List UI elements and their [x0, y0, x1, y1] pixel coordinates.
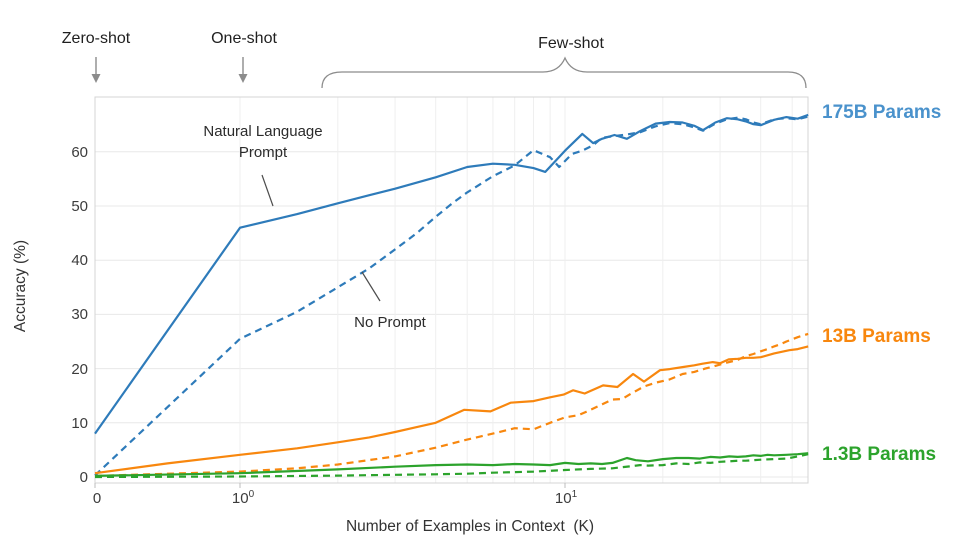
line-13b-natural-language-prompt	[94, 345, 809, 475]
y-tick-30: 30	[71, 306, 88, 324]
few-shot-label: Few-shot	[538, 35, 604, 52]
data-curves	[94, 113, 809, 479]
x-tick-1: 100	[231, 489, 255, 507]
y-tick-50: 50	[71, 198, 88, 215]
no-prompt-leader-line	[361, 271, 381, 302]
x-axis-tick-marks	[94, 483, 566, 488]
series-label-175b: 175B Params	[822, 102, 942, 123]
line-175b-no-prompt	[94, 115, 809, 477]
line-175b-natural-language-prompt	[94, 113, 809, 435]
x-tick-0: 0	[92, 490, 102, 507]
line-1.3b-no-prompt	[94, 453, 809, 479]
no-prompt-label: No Prompt	[354, 314, 426, 331]
natural-language-prompt-leader-line	[261, 174, 274, 207]
x-axis-title: Number of Examples in Context (K)	[345, 518, 595, 535]
zero-shot-label: Zero-shot	[61, 30, 131, 47]
x-tick-10: 101	[554, 489, 578, 507]
y-tick-40: 40	[71, 252, 88, 270]
y-tick-0: 0	[79, 469, 88, 486]
y-axis-title: Accuracy (%)	[12, 239, 29, 333]
line-1.3b-natural-language-prompt	[94, 452, 809, 477]
series-label-1-3b: 1.3B Params	[822, 444, 937, 465]
few-shot-brace	[321, 56, 807, 89]
gridlines	[95, 97, 808, 483]
y-tick-20: 20	[71, 360, 88, 378]
series-label-13b: 13B Params	[822, 326, 931, 347]
one-shot-arrow-icon	[238, 57, 248, 83]
zero-shot-arrow-icon	[91, 57, 101, 83]
plot-border	[94, 96, 809, 484]
one-shot-label: One-shot	[211, 30, 277, 47]
natural-language-prompt-label: Natural Language Prompt	[203, 123, 323, 161]
y-tick-60: 60	[71, 143, 88, 161]
line-13b-no-prompt	[94, 332, 809, 477]
y-tick-10: 10	[71, 414, 88, 432]
